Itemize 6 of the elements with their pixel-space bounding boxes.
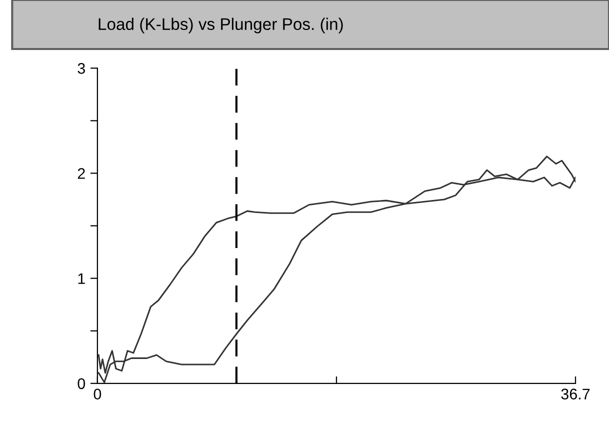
chart-title: Load (K-Lbs) vs Plunger Pos. (in) xyxy=(98,18,343,34)
y-tick-label: 0 xyxy=(78,378,86,390)
y-tick-label: 2 xyxy=(78,168,85,179)
y-tick-label: 1 xyxy=(78,273,85,284)
y-tick-label: 3 xyxy=(78,63,85,74)
x-tick-label: 36.7 xyxy=(561,388,590,400)
